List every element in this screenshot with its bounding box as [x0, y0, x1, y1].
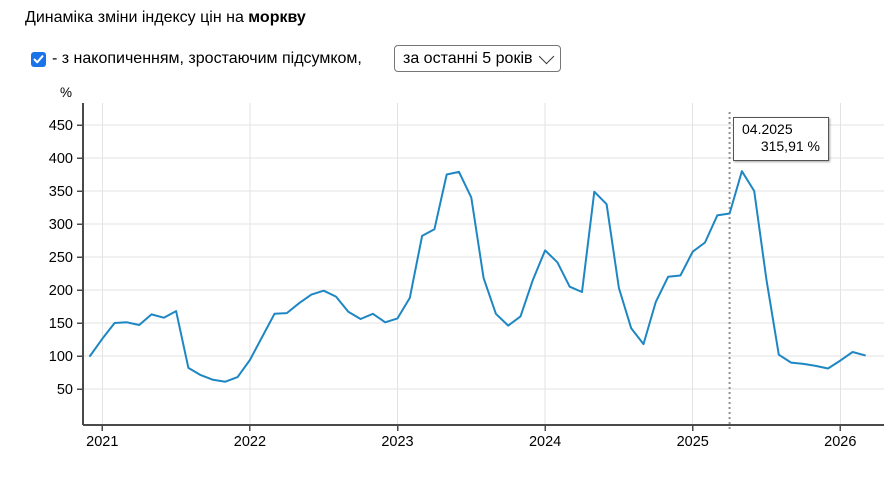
y-tick-label: 250: [49, 250, 73, 266]
y-tick-label: 100: [49, 349, 73, 365]
y-tick-label: 450: [49, 118, 73, 134]
cumulative-checkbox[interactable]: [31, 51, 46, 67]
page-title: Динаміка зміни індексу цін на моркву: [25, 9, 306, 27]
x-tick-label: 2021: [86, 434, 118, 450]
chart-tooltip: 04.2025 315,91 %: [733, 117, 829, 161]
y-tick-label: 200: [49, 283, 73, 299]
tooltip-value: 315,91 %: [760, 138, 820, 154]
y-tick-label: 400: [49, 151, 73, 167]
period-select-value: за останні 5 років: [403, 49, 533, 67]
y-tick-label: 150: [49, 316, 73, 332]
x-tick-label: 2025: [677, 434, 709, 450]
checkmark-icon: [33, 54, 44, 63]
tooltip-date: 04.2025: [742, 121, 793, 137]
price-index-line: [89, 170, 866, 383]
y-tick-label: 300: [49, 217, 73, 233]
x-tick-label: 2026: [824, 434, 856, 450]
period-select[interactable]: за останні 5 років: [394, 45, 561, 72]
y-tick-label: 50: [57, 382, 73, 398]
x-tick-label: 2024: [529, 434, 561, 450]
y-axis-unit-label: %: [60, 85, 72, 100]
x-tick-label: 2023: [381, 434, 413, 450]
chart-controls: - з накопиченням, зростаючим підсумком, …: [31, 45, 561, 73]
page-title-subject: моркву: [248, 9, 306, 26]
cumulative-checkbox-label: - з накопиченням, зростаючим підсумком,: [52, 50, 362, 67]
x-tick-label: 2022: [234, 434, 266, 450]
page-title-prefix: Динаміка зміни індексу цін на: [25, 9, 249, 26]
y-tick-label: 350: [49, 184, 73, 200]
